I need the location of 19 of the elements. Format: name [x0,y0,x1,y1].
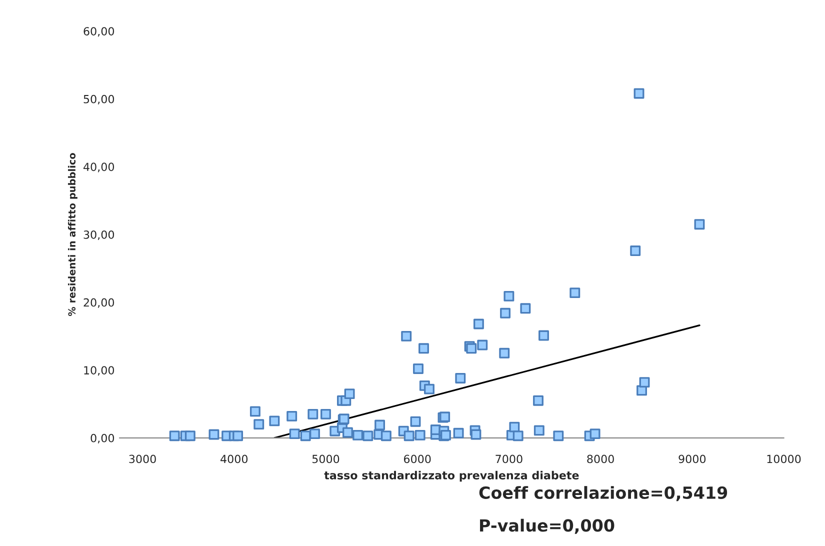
y-tick-label: 40,00 [84,162,114,172]
text: P-value=0,000 [480,518,614,534]
y-tick-label: 10,00 [84,366,114,376]
x-tick-label: 6000 [404,454,431,464]
text: Coeff correlazione=0,5419 [479,486,728,502]
x-tick-label: 9000 [678,454,706,464]
y-axis-title: % residenti in affitto pubblico [68,153,78,316]
x-tick-label: 3000 [129,454,156,464]
y-tick-label: 30,00 [84,230,114,240]
x-tick-label: 7000 [496,454,522,464]
x-tick-label: 5000 [312,454,340,464]
x-axis-title: tasso standardizzato prevalenza diabete [324,470,579,482]
y-tick-label: 20,00 [84,298,114,308]
y-tick-label: 60,00 [84,27,114,37]
y-tick-label: 0,00 [90,434,114,444]
y-tick-label: 50,00 [84,94,114,104]
x-tick-label: 8000 [587,454,614,464]
x-tick-label: 10000 [767,454,801,464]
x-tick-label: 4000 [220,454,248,464]
